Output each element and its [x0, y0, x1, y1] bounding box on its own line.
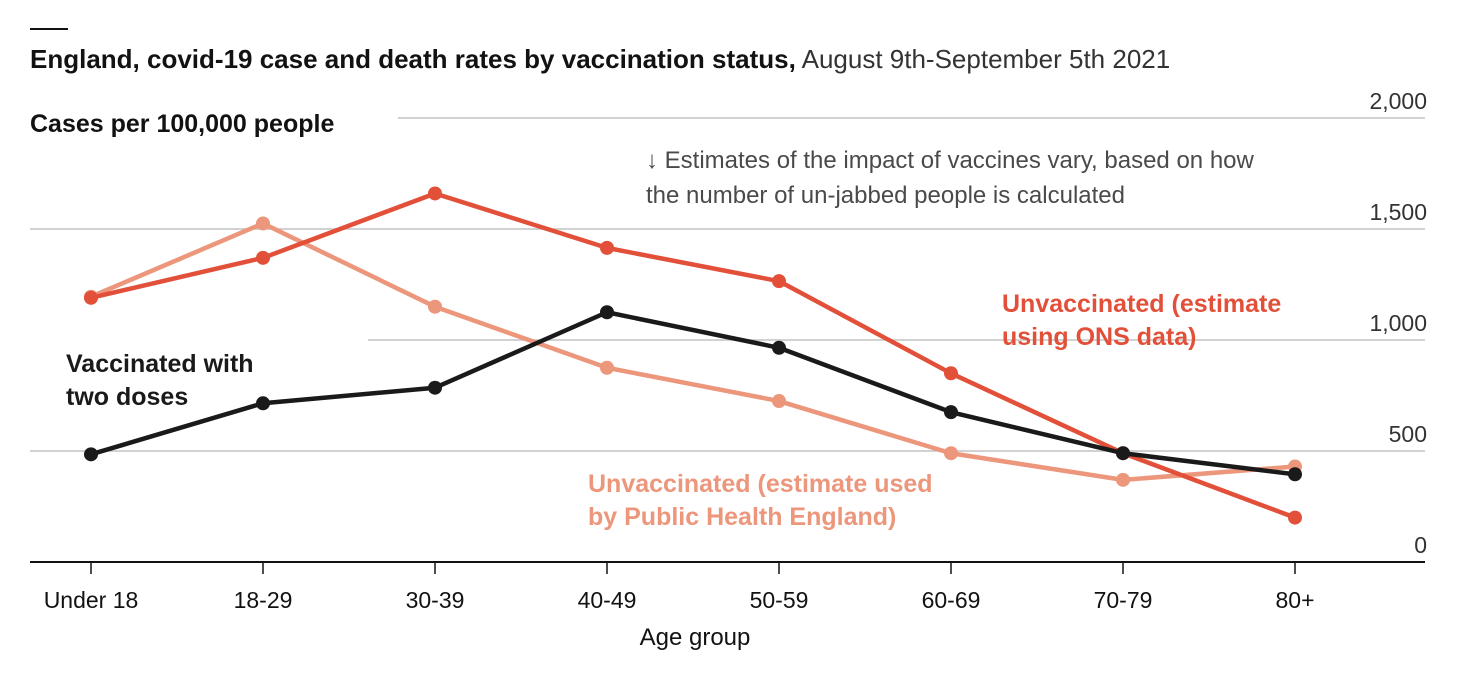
- x-tick-label: 18-29: [234, 587, 293, 613]
- series-line-phe: [88, 221, 1298, 483]
- data-point-ons: [84, 290, 98, 305]
- chart-subtitle: August 9th-September 5th 2021: [801, 44, 1171, 74]
- data-point-vax: [1116, 446, 1130, 461]
- data-point-vax: [772, 340, 786, 355]
- x-tick-label: Under 18: [44, 587, 139, 613]
- data-point-ons: [600, 240, 614, 255]
- x-tick-label: 50-59: [750, 587, 809, 613]
- data-point-ons: [944, 366, 958, 381]
- x-tick-label: 60-69: [922, 587, 981, 613]
- data-point-vax: [84, 447, 98, 462]
- data-point-vax: [944, 405, 958, 420]
- title-rule: [30, 28, 68, 30]
- data-point-phe: [600, 360, 614, 375]
- x-tick-label: 80+: [1275, 587, 1314, 613]
- y-tick-label: 2,000: [1369, 88, 1427, 114]
- data-point-phe: [428, 299, 442, 314]
- data-point-phe: [772, 394, 786, 409]
- data-point-ons: [1288, 510, 1302, 525]
- series-label-unvaccinated-phe: Unvaccinated (estimate used by Public He…: [588, 470, 933, 531]
- y-tick-label: 500: [1389, 421, 1427, 447]
- y-axis-label: Cases per 100,000 people: [30, 110, 335, 138]
- chart-title: England, covid-19 case and death rates b…: [30, 44, 1170, 75]
- data-point-phe: [1116, 472, 1130, 487]
- data-point-vax: [256, 396, 270, 411]
- y-tick-label: 0: [1414, 532, 1427, 558]
- chart-title-bold: England, covid-19 case and death rates b…: [30, 44, 796, 74]
- x-axis-title: Age group: [639, 624, 751, 651]
- data-point-vax: [600, 305, 614, 320]
- data-point-ons: [256, 250, 270, 265]
- data-point-phe: [256, 216, 270, 231]
- data-point-ons: [428, 186, 442, 201]
- data-point-phe: [944, 446, 958, 461]
- series-line-vax: [88, 310, 1298, 477]
- y-tick-label: 1,500: [1369, 199, 1427, 225]
- series-label-unvaccinated-ons: Unvaccinated (estimate using ONS data): [1002, 290, 1282, 351]
- series-line-ons: [88, 191, 1298, 520]
- x-tick-label: 40-49: [578, 587, 637, 613]
- data-point-vax: [428, 380, 442, 395]
- annotation-note: ↓ Estimates of the impact of vaccines va…: [646, 147, 1254, 209]
- y-tick-label: 1,000: [1369, 310, 1427, 336]
- x-tick-label: 70-79: [1094, 587, 1153, 613]
- data-point-vax: [1288, 467, 1302, 482]
- data-point-ons: [772, 274, 786, 289]
- x-tick-label: 30-39: [406, 587, 465, 613]
- series-label-vaccinated: Vaccinated with two doses: [66, 350, 254, 411]
